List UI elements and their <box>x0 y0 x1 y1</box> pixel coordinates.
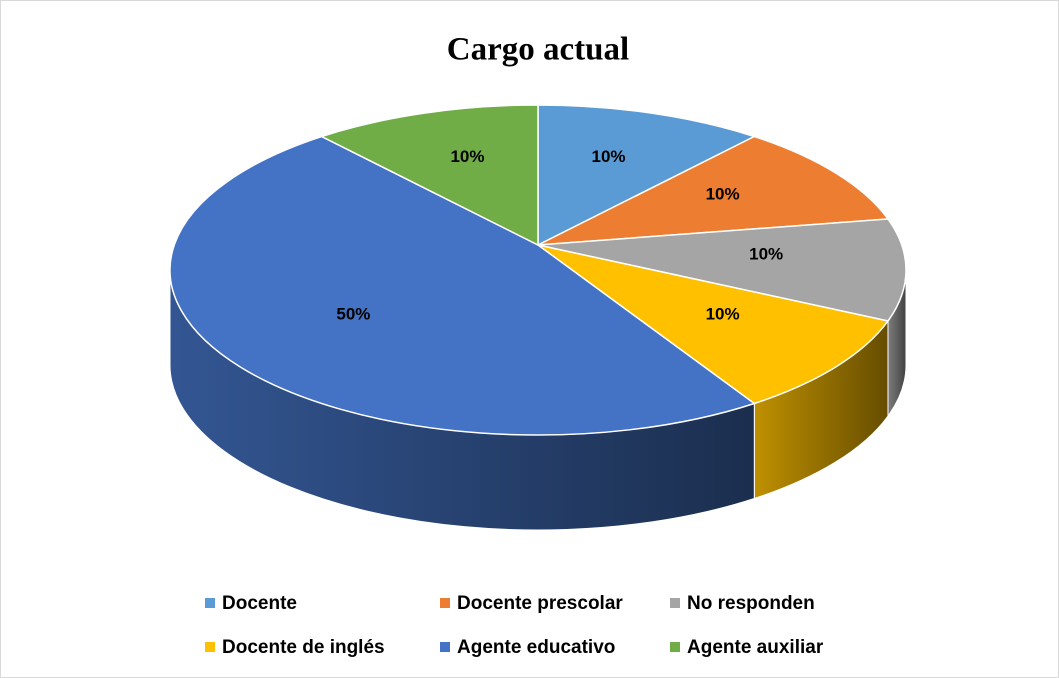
data-label: 10% <box>706 184 740 203</box>
data-label: 10% <box>591 147 625 166</box>
slice <box>537 244 890 405</box>
legend-label: Docente prescolar <box>457 593 623 614</box>
data-label: 50% <box>336 305 370 324</box>
slice <box>169 135 756 436</box>
legend-label: Agente auxiliar <box>687 637 824 658</box>
data-label: 10% <box>450 147 484 166</box>
data-label: 10% <box>706 305 740 324</box>
chart-title: Cargo actual <box>447 32 629 68</box>
legend-swatch <box>670 598 680 608</box>
legend-swatch <box>205 642 215 652</box>
slice <box>537 135 890 246</box>
data-label: 10% <box>749 244 783 263</box>
slice <box>537 104 757 247</box>
legend-label: Docente <box>222 593 297 614</box>
legend-label: No responden <box>687 593 815 614</box>
legend-swatch <box>440 642 450 652</box>
legend-label: Agente educativo <box>457 637 615 658</box>
slice <box>537 218 907 322</box>
slice <box>319 104 539 247</box>
legend-label: Docente de inglés <box>222 637 385 658</box>
legend-swatch <box>205 598 215 608</box>
legend-swatch <box>440 598 450 608</box>
legend-swatch <box>670 642 680 652</box>
